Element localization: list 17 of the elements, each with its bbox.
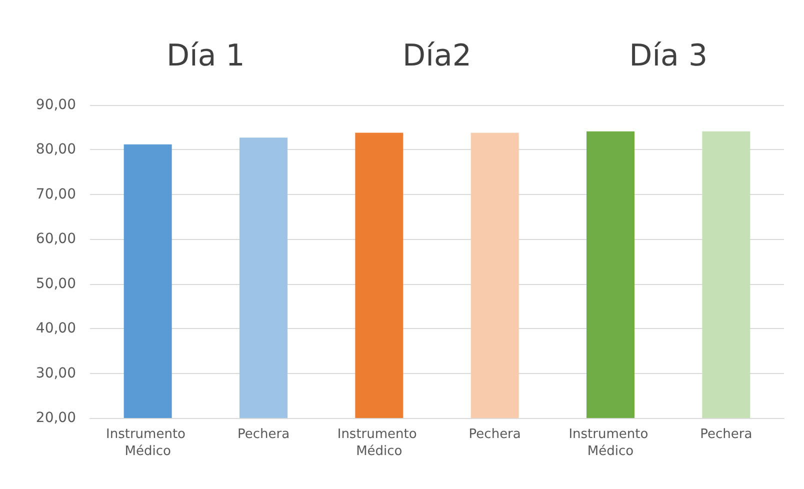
x-tick-label: Instrumento Médico bbox=[568, 427, 652, 459]
x-tick-label: Pechera bbox=[468, 427, 521, 442]
y-tick-label: 30,00 bbox=[36, 365, 76, 382]
text: Día 1 bbox=[166, 38, 245, 74]
y-tick-label: 70,00 bbox=[36, 186, 76, 202]
x-tick-label: Instrumento Médico bbox=[337, 427, 421, 459]
y-tick-label: 40,00 bbox=[36, 320, 76, 337]
y-tick-label: 90,00 bbox=[36, 97, 76, 113]
text: Día2 bbox=[402, 38, 472, 74]
x-tick-label: Pechera bbox=[700, 427, 752, 442]
y-tick-label: 80,00 bbox=[36, 142, 76, 158]
x-tick-label: Pechera bbox=[237, 427, 290, 442]
y-tick-label: 50,00 bbox=[36, 276, 76, 292]
x-tick-label: Instrumento Médico bbox=[106, 427, 190, 459]
y-tick-label: 20,00 bbox=[36, 410, 76, 426]
text: Día 3 bbox=[629, 38, 708, 74]
y-tick-label: 60,00 bbox=[36, 231, 76, 248]
